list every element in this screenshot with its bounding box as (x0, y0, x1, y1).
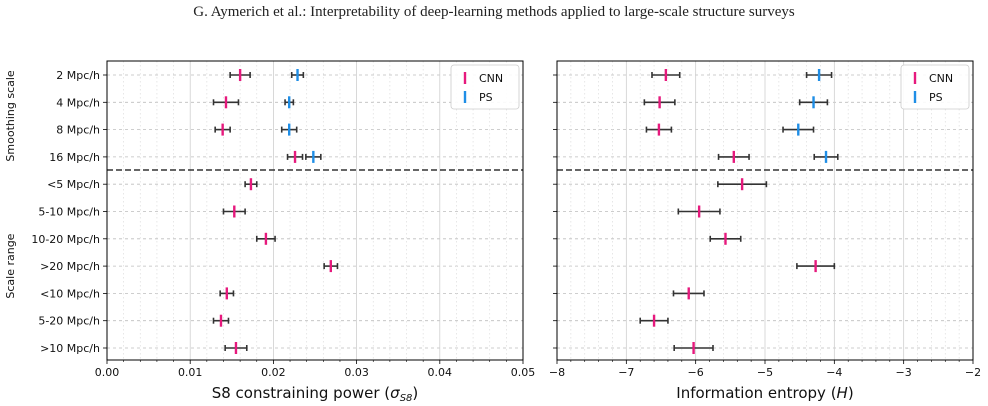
legend-label: CNN (479, 72, 503, 85)
x-tick-label: −8 (549, 366, 565, 379)
x-axis-label: Information entropy (H) (676, 384, 853, 402)
group-label-top: Smoothing scale (4, 70, 17, 162)
x-tick-label: 0.00 (95, 366, 120, 379)
row-label: 4 Mpc/h (56, 96, 100, 109)
row-label: 5-10 Mpc/h (38, 206, 100, 219)
x-tick-label: −6 (688, 366, 704, 379)
legend-label: PS (479, 91, 493, 104)
group-labels: Smoothing scale Scale range (4, 70, 17, 299)
row-label: 16 Mpc/h (49, 151, 100, 164)
row-label: <10 Mpc/h (40, 287, 100, 300)
x-tick-label: −4 (826, 366, 842, 379)
legend-box (450, 64, 520, 110)
x-tick-label: 0.05 (511, 366, 536, 379)
legend-label: CNN (929, 72, 953, 85)
axes-frame (556, 60, 974, 361)
row-labels: 2 Mpc/h 4 Mpc/h 8 Mpc/h 16 Mpc/h <5 Mpc/h 5-1… (31, 69, 100, 355)
row-label: 10-20 Mpc/h (31, 233, 100, 246)
group-label-bottom: Scale range (4, 233, 17, 298)
x-tick-label: 0.01 (178, 366, 203, 379)
axes-frame (106, 60, 524, 361)
x-tick-label: 0.02 (261, 366, 286, 379)
row-label: 5-20 Mpc/h (38, 315, 100, 328)
x-tick-label: −3 (896, 366, 912, 379)
x-axis-label: S8 constraining power (σS8) (212, 384, 419, 404)
row-label: >10 Mpc/h (40, 342, 100, 355)
row-label: 2 Mpc/h (56, 69, 100, 82)
left-panel: 0.00 0.01 0.02 0.03 0.04 0.05 CNN PS S8 constrai… (95, 60, 536, 404)
right-panel: −8 −7 −6 −5 −4 −3 −2 CNN PS Information entropy (… (549, 60, 981, 402)
x-tick-label: −5 (757, 366, 773, 379)
row-label: <5 Mpc/h (47, 178, 100, 191)
x-tick-label: 0.04 (428, 366, 453, 379)
x-tick-label: −2 (965, 366, 981, 379)
page-header: G. Aymerich et al.: Interpretability of … (193, 4, 795, 20)
row-label: 8 Mpc/h (56, 124, 100, 137)
x-tick-label: −7 (618, 366, 634, 379)
legend-label: PS (929, 91, 943, 104)
row-label: >20 Mpc/h (40, 260, 100, 273)
x-tick-label: 0.03 (344, 366, 369, 379)
legend-box (900, 64, 970, 110)
